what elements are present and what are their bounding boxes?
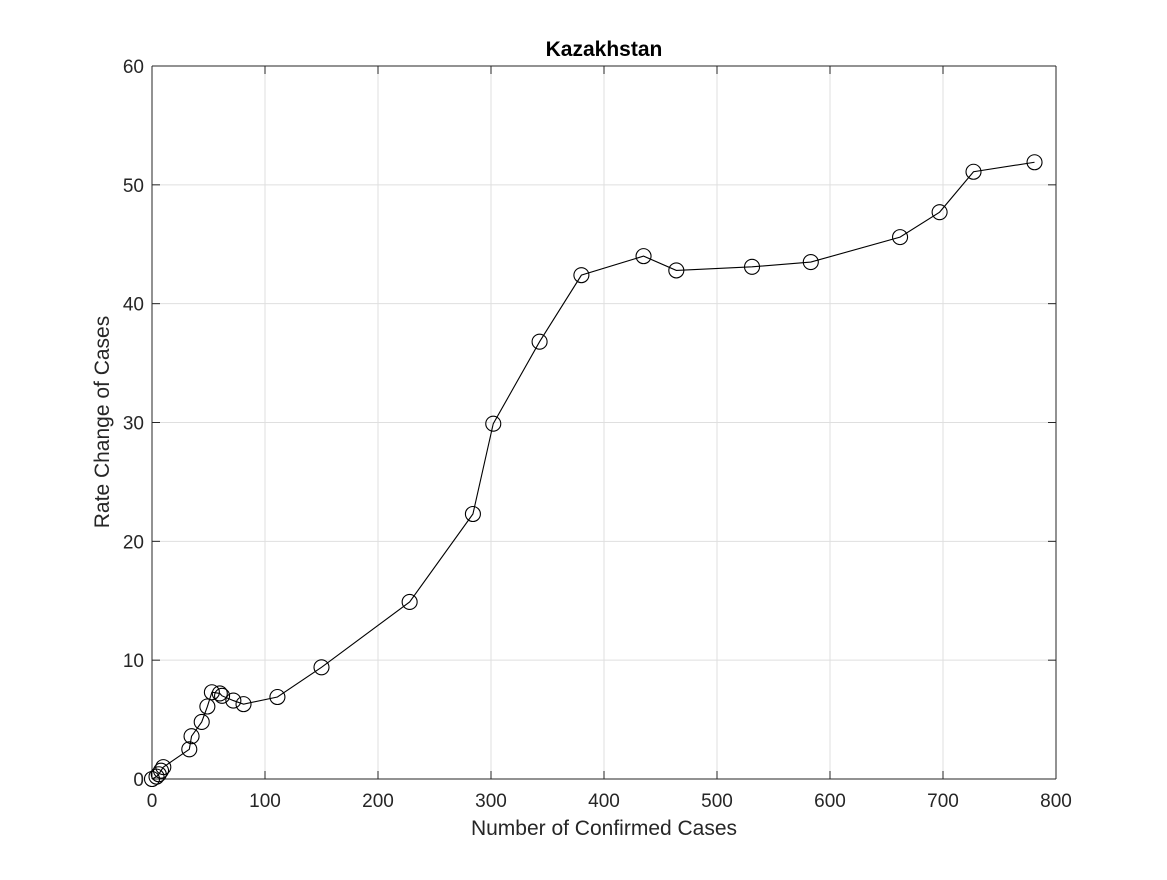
x-tick-label: 300 [475,791,507,812]
data-point-marker [183,728,200,745]
series-line [151,161,1035,780]
data-point-marker [269,688,286,706]
x-tick-label: 700 [927,791,959,812]
data-point-marker [203,684,220,701]
data-point-marker [531,333,548,350]
data-point-marker [485,415,502,432]
gridlines [152,66,1056,779]
data-point-marker [214,687,231,704]
y-tick-label: 20 [123,532,144,553]
data-point-marker [743,258,761,275]
data-point-marker [155,759,172,776]
data-point-marker [635,248,652,265]
data-point-marker [193,713,210,731]
data-point-marker [152,762,170,779]
data-point-marker [401,593,418,610]
x-tick-label: 500 [701,791,733,812]
data-point-marker [892,229,909,246]
y-tick-label: 30 [123,414,144,435]
data-point-marker [668,262,685,279]
x-tick-label: 0 [147,791,158,812]
x-tick-label: 100 [249,791,281,812]
chart-title: Kazakhstan [546,38,663,61]
y-tick-label: 40 [123,295,144,316]
series-group [143,154,1043,788]
data-point-marker [313,659,330,676]
data-point-marker [802,254,819,271]
x-tick-label: 400 [588,791,620,812]
data-point-marker [931,204,948,221]
y-tick-label: 0 [133,770,144,791]
y-tick-label: 50 [123,176,144,197]
data-point-marker [464,505,481,523]
data-point-marker [965,163,982,180]
data-point-marker [211,685,228,702]
data-point-marker [225,692,242,709]
x-tick-label: 200 [362,791,394,812]
y-axis-ticks: 0 10 20 30 40 50 60 [123,57,1056,791]
x-tick-label: 800 [1040,791,1072,812]
data-point-marker [235,696,252,713]
data-point-marker [1026,154,1043,171]
y-tick-label: 10 [123,651,144,672]
x-axis-label: Number of Confirmed Cases [471,817,737,840]
y-axis-label: Rate Change of Cases [91,316,114,528]
data-point-marker [573,267,590,284]
data-point-marker [199,698,216,715]
y-tick-label: 60 [123,57,144,78]
data-point-marker [181,741,198,758]
x-tick-label: 600 [814,791,846,812]
